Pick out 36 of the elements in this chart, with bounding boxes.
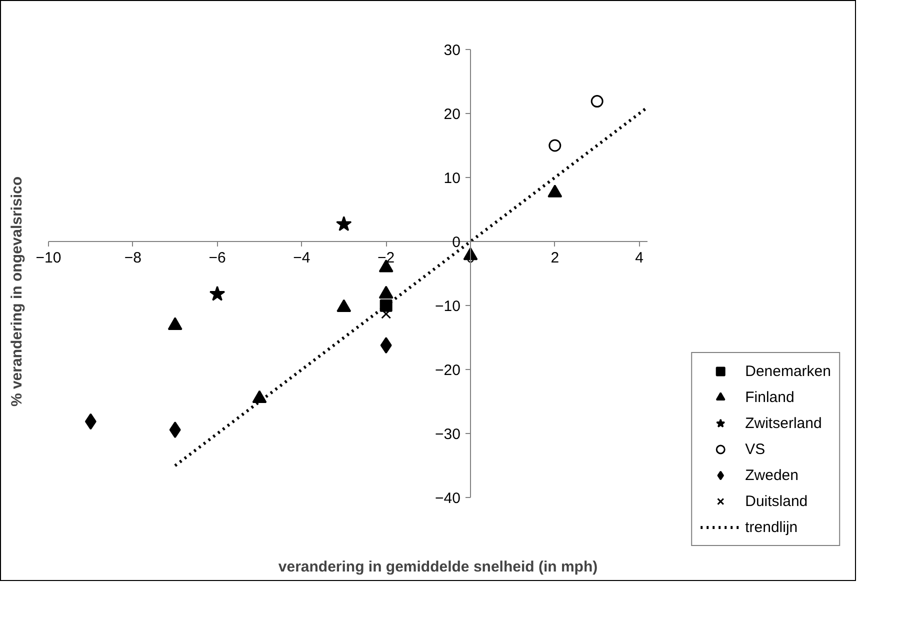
x-tick-label: −6 — [208, 250, 226, 267]
legend-label: trendlijn — [745, 518, 798, 536]
x-tick-label: 4 — [635, 250, 644, 267]
y-tick-label: −10 — [435, 298, 461, 316]
y-tick-label: −30 — [435, 426, 461, 444]
point — [380, 337, 392, 354]
legend-label: Zwitserland — [745, 414, 822, 432]
point — [590, 95, 604, 108]
legend-label: Zweden — [745, 466, 798, 484]
y-tick-label: −20 — [435, 362, 461, 380]
x-tick-label: −4 — [293, 250, 310, 267]
point — [378, 286, 394, 299]
y-axis-title: % verandering in ongevalsrisico — [8, 176, 26, 407]
legend-label: VS — [745, 440, 766, 458]
legend-label: Duitsland — [745, 492, 808, 510]
legend-label: Denemarken — [745, 362, 831, 380]
point — [336, 299, 352, 312]
point — [84, 413, 96, 430]
legend-label: Finland — [745, 388, 794, 406]
point — [209, 286, 226, 301]
y-tick-label: 30 — [444, 42, 460, 59]
point — [169, 422, 181, 438]
y-tick-label: 20 — [444, 106, 460, 123]
y-tick-label: −40 — [435, 490, 461, 508]
y-tick-label: 10 — [444, 170, 460, 188]
x-tick-label: 2 — [550, 250, 560, 267]
point — [252, 390, 267, 403]
y-tick-label: 0 — [452, 234, 460, 252]
x-tick-label: −8 — [124, 250, 142, 267]
point — [336, 216, 352, 232]
point — [168, 317, 182, 330]
x-tick-label: −2 — [378, 250, 395, 267]
x-tick-label: −10 — [36, 250, 62, 267]
point — [548, 184, 562, 198]
x-axis-title: verandering in gemiddelde snelheid (in mph) — [278, 558, 598, 576]
point — [548, 139, 562, 152]
